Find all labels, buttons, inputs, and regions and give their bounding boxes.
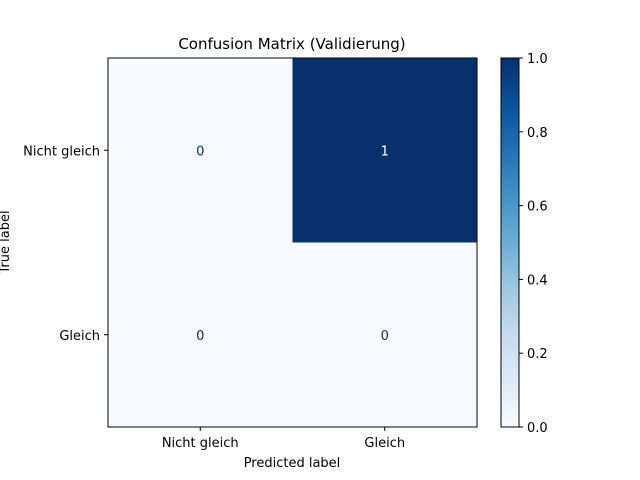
colorbar-ticks: 0.0 0.2 0.4 0.6 0.8 1.0 — [519, 52, 548, 436]
cell-0-0 — [108, 58, 293, 243]
y-axis-ticks: Nicht gleich Gleich — [23, 144, 108, 344]
colorbar-tick-label: 0.0 — [527, 421, 548, 436]
y-tick-label: Gleich — [59, 329, 100, 344]
colorbar-tick-label: 0.2 — [527, 347, 548, 362]
colorbar-tick-label: 1.0 — [527, 52, 548, 67]
y-axis-label: True label — [0, 210, 13, 274]
cell-0-1 — [292, 58, 477, 243]
cell-value-0-1: 1 — [381, 144, 389, 159]
x-axis-label: Predicted label — [244, 456, 341, 471]
x-axis-ticks: Nicht gleich Gleich — [162, 427, 405, 451]
cell-value-1-0: 0 — [196, 329, 204, 344]
colorbar-tick-label: 0.8 — [527, 126, 548, 141]
x-tick-label: Gleich — [364, 436, 405, 451]
colorbar-tick-label: 0.6 — [527, 200, 548, 215]
colorbar-tick-label: 0.4 — [527, 273, 548, 288]
chart-title: Confusion Matrix (Validierung) — [178, 35, 405, 53]
cell-value-1-1: 0 — [381, 329, 389, 344]
x-tick-label: Nicht gleich — [162, 436, 239, 451]
cell-value-0-0: 0 — [196, 144, 204, 159]
cell-value-labels: 0 1 0 0 — [196, 144, 389, 344]
y-tick-label: Nicht gleich — [23, 144, 100, 159]
cell-1-1 — [292, 242, 477, 427]
heatmap-cells — [108, 58, 477, 427]
plot-frame — [107, 57, 478, 428]
colorbar — [500, 57, 520, 428]
cell-1-0 — [108, 242, 293, 427]
